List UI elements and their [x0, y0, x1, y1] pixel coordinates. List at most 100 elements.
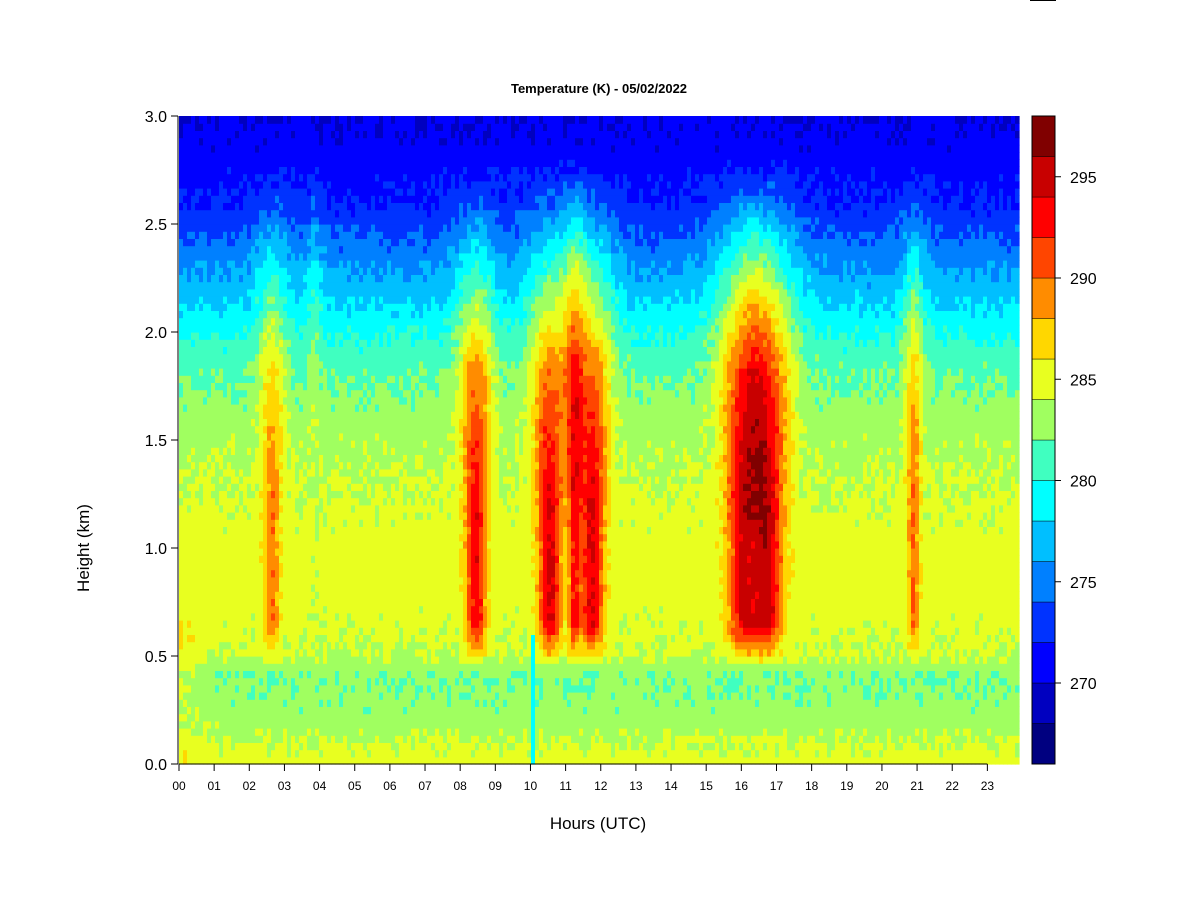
- heatmap-cell: [295, 404, 300, 412]
- heatmap-cell: [195, 368, 200, 376]
- heatmap-cell: [259, 310, 264, 319]
- heatmap-cell: [351, 612, 356, 621]
- heatmap-cell: [391, 634, 396, 643]
- heatmap-cell: [295, 670, 300, 679]
- heatmap-cell: [239, 238, 244, 247]
- heatmap-cell: [255, 483, 260, 491]
- heatmap-cell: [347, 209, 352, 218]
- heatmap-cell: [335, 130, 340, 139]
- heatmap-cell: [279, 598, 284, 607]
- heatmap-cell: [307, 699, 312, 707]
- heatmap-cell: [395, 497, 400, 506]
- heatmap-cell: [327, 692, 332, 700]
- heatmap-cell: [243, 332, 248, 340]
- heatmap-cell: [395, 418, 400, 427]
- heatmap-cell: [383, 512, 388, 520]
- heatmap-cell: [323, 569, 328, 578]
- heatmap-cell: [335, 288, 340, 297]
- heatmap-cell: [251, 116, 256, 124]
- heatmap-cell: [195, 569, 200, 578]
- heatmap-cell: [263, 468, 268, 477]
- heatmap-cell: [395, 519, 400, 527]
- heatmap-cell: [347, 526, 352, 535]
- heatmap-cell: [371, 375, 376, 383]
- heatmap-cell: [279, 605, 284, 614]
- heatmap-cell: [359, 476, 364, 484]
- heatmap-cell: [251, 576, 256, 585]
- heatmap-cell: [359, 447, 364, 455]
- heatmap-cell: [367, 454, 372, 463]
- heatmap-cell: [187, 310, 192, 319]
- heatmap-cell: [347, 447, 352, 455]
- heatmap-cell: [351, 699, 356, 707]
- heatmap-cell: [227, 699, 232, 707]
- heatmap-cell: [223, 209, 228, 218]
- heatmap-cell: [375, 375, 380, 383]
- heatmap-cell: [283, 648, 288, 657]
- heatmap-cell: [263, 634, 268, 643]
- heatmap-cell: [323, 274, 328, 283]
- heatmap-cell: [191, 677, 196, 686]
- heatmap-cell: [315, 245, 320, 254]
- heatmap-cell: [355, 324, 360, 333]
- heatmap-cell: [395, 152, 400, 160]
- heatmap-cell: [335, 368, 340, 376]
- heatmap-cell: [219, 209, 224, 218]
- heatmap-cell: [343, 569, 348, 578]
- heatmap-cell: [307, 382, 312, 391]
- heatmap-cell: [399, 526, 404, 535]
- heatmap-cell: [331, 260, 336, 268]
- heatmap-cell: [199, 389, 204, 398]
- heatmap-cell: [227, 576, 232, 585]
- heatmap-cell: [351, 116, 356, 124]
- heatmap-cell: [183, 346, 188, 355]
- heatmap-cell: [263, 598, 268, 607]
- heatmap-cell: [303, 576, 308, 585]
- heatmap-cell: [311, 749, 316, 758]
- heatmap-cell: [195, 670, 200, 679]
- heatmap-cell: [323, 591, 328, 599]
- heatmap-cell: [251, 656, 256, 664]
- heatmap-cell: [235, 296, 240, 304]
- heatmap-cell: [387, 584, 392, 592]
- heatmap-cell: [219, 123, 224, 131]
- heatmap-cell: [379, 648, 384, 657]
- heatmap-cell: [359, 252, 364, 261]
- heatmap-cell: [215, 303, 220, 311]
- heatmap-cell: [275, 620, 280, 628]
- heatmap-cell: [231, 648, 236, 657]
- heatmap-cell: [379, 533, 384, 542]
- heatmap-cell: [367, 598, 372, 607]
- heatmap-cell: [207, 461, 212, 470]
- heatmap-cell: [239, 684, 244, 693]
- heatmap-cell: [239, 569, 244, 578]
- heatmap-cell: [355, 677, 360, 686]
- heatmap-cell: [215, 612, 220, 621]
- heatmap-cell: [343, 396, 348, 405]
- heatmap-cell: [319, 490, 324, 499]
- heatmap-cell: [251, 461, 256, 470]
- heatmap-cell: [239, 353, 244, 362]
- heatmap-cell: [275, 360, 280, 369]
- heatmap-cell: [315, 116, 320, 124]
- heatmap-cell: [359, 209, 364, 218]
- heatmap-cell: [275, 692, 280, 700]
- heatmap-cell: [223, 447, 228, 455]
- heatmap-cell: [219, 281, 224, 290]
- heatmap-cell: [231, 267, 236, 275]
- heatmap-cell: [263, 713, 268, 722]
- heatmap-cell: [339, 360, 344, 369]
- heatmap-cell: [207, 742, 212, 751]
- heatmap-cell: [323, 382, 328, 391]
- heatmap-cell: [399, 562, 404, 571]
- heatmap-cell: [223, 375, 228, 383]
- heatmap-cell: [223, 598, 228, 607]
- heatmap-cell: [395, 360, 400, 369]
- heatmap-cell: [287, 252, 292, 261]
- heatmap-cell: [383, 288, 388, 297]
- heatmap-cell: [179, 432, 184, 441]
- heatmap-cell: [263, 137, 268, 146]
- heatmap-cell: [283, 512, 288, 520]
- heatmap-cell: [255, 152, 260, 160]
- heatmap-cell: [251, 260, 256, 268]
